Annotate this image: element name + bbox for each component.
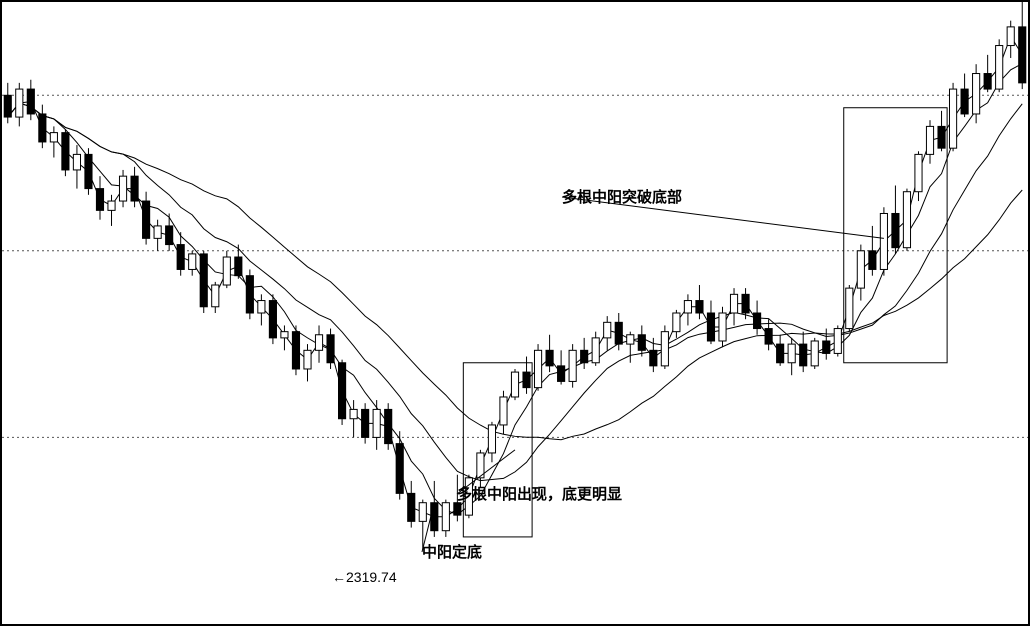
candle-body [385,409,392,443]
candle-body [961,89,968,114]
candle-body [777,344,784,363]
candle-body [362,409,369,437]
candle-body [500,397,507,425]
candle-body [707,313,714,341]
candle-body [27,89,34,114]
candle-body [523,372,530,388]
candle-body [1019,27,1026,83]
candle-body [800,344,807,366]
candle-body [592,338,599,363]
candle-body [281,332,288,338]
candle-body [903,192,910,248]
candle-body [684,301,691,313]
candle-body [62,133,69,170]
candle-body [454,503,461,515]
candle-body [339,363,346,419]
candle-body [765,329,772,345]
candle-body [304,350,311,369]
candle-body [431,503,438,531]
candle-body [85,154,92,188]
candle-body [246,276,253,313]
candle-body [200,254,207,307]
candle-body [926,126,933,154]
candle-body [73,154,80,170]
candle-body [223,257,230,285]
candle-body [627,335,634,344]
candle-body [638,335,645,351]
candle-body [650,350,657,366]
candle-body [811,341,818,366]
candle-body [269,301,276,338]
candle-body [754,313,761,329]
candle-body [581,350,588,362]
candle-body [661,332,668,366]
ma_med1 [8,64,1022,515]
candle-body [1007,27,1014,46]
candle-body [235,257,242,276]
candle-body [880,213,887,269]
candle-body [143,201,150,238]
candle-body [4,95,11,117]
candle-body [96,189,103,211]
candle-body [730,294,737,313]
candle-body [788,344,795,363]
candle-body [258,301,265,313]
candle-body [938,126,945,148]
candle-body [742,294,749,313]
candle-body [154,226,161,238]
chart-svg: 多根中阳突破底部多根中阳出现，底更明显中阳定底 ←2319.74 [2,2,1028,624]
candle-body [673,313,680,332]
candle-body [915,154,922,191]
candle-body [16,89,23,117]
candle-body [292,332,299,369]
candle-body [973,74,980,114]
annotation-text: 多根中阳突破底部 [562,188,682,206]
candlestick-chart: 多根中阳突破底部多根中阳出现，底更明显中阳定底 ←2319.74 [0,0,1030,626]
candle-body [869,251,876,270]
candle-body [615,322,622,344]
candle-body [696,301,703,313]
candle-body [834,329,841,354]
candle-body [984,74,991,90]
candle-body [396,444,403,494]
candle-body [189,254,196,270]
candle-body [511,372,518,397]
candle-body [108,201,115,210]
candle-body [119,176,126,201]
candle-body [177,245,184,270]
candle-body [823,341,830,353]
candle-body [719,313,726,341]
candle-body [419,503,426,522]
annotation-box [463,363,532,537]
candle-body [846,288,853,328]
candle-body [996,46,1003,90]
annotation-text: 多根中阳出现，底更明显 [457,485,622,503]
annotation-text: ←2319.74 [332,569,397,585]
candle-body [546,350,553,366]
ma_med2 [8,103,1022,481]
candle-body [350,409,357,418]
annotation-text: 中阳定底 [422,543,482,561]
candle-body [604,322,611,338]
candle-body [131,176,138,201]
candle-body [315,335,322,351]
candle-body [408,493,415,521]
ma_fast [8,36,1022,516]
candle-body [569,350,576,381]
candle-body [558,366,565,382]
candle-body [166,226,173,245]
candle-body [534,350,541,387]
candle-body [892,213,899,247]
candle-body [949,89,956,148]
candle-body [39,114,46,142]
candle-body [857,251,864,288]
candle-body [442,503,449,531]
candle-body [327,335,334,363]
candle-body [212,285,219,307]
candle-body [50,133,57,142]
candle-body [488,425,495,453]
candle-body [373,409,380,437]
